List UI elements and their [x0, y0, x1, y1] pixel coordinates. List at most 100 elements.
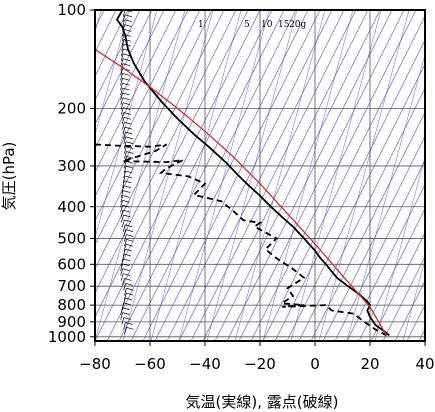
isotherm-line	[190, 10, 357, 341]
wind-barb-flag	[124, 219, 132, 223]
wind-barb	[120, 190, 131, 198]
wind-barb	[120, 53, 131, 61]
wind-barb-flag	[124, 126, 132, 130]
wind-barb	[123, 136, 133, 144]
wind-barb-shaft	[121, 48, 124, 57]
wind-barb	[122, 131, 133, 140]
wind-barb-flag	[122, 102, 131, 106]
isotherm-line	[95, 10, 129, 77]
wind-barb	[122, 126, 132, 135]
wind-barb-flag	[122, 77, 130, 81]
wind-barb-shaft	[122, 19, 126, 27]
y-tick-label: 800	[57, 296, 86, 314]
wind-barb-shaft	[120, 58, 124, 66]
wind-barb-flag	[123, 38, 131, 42]
wind-barb	[120, 195, 130, 203]
wind-barb-shaft	[120, 205, 123, 213]
dewpoint-line	[95, 143, 387, 337]
wind-barb-shaft	[120, 83, 123, 91]
wind-barb	[122, 180, 132, 188]
wind-barb-flag	[123, 107, 131, 110]
wind-barb-flag	[122, 312, 130, 315]
wind-barb-shaft	[120, 87, 123, 96]
wind-barb-shaft	[123, 244, 127, 252]
wind-barb-flag	[126, 292, 134, 296]
mixing-ratio-line	[262, 10, 354, 341]
wind-barb-shaft	[124, 288, 127, 296]
wind-barb	[122, 14, 133, 22]
wind-barb-flag	[124, 180, 132, 184]
wind-barb-shaft	[123, 166, 127, 174]
wind-barb-shaft	[122, 10, 126, 18]
wind-barb	[122, 19, 132, 27]
x-axis-ticks: −80 −60 −40 −20 0 20 40	[79, 341, 435, 373]
wind-barb-flag	[124, 175, 133, 179]
wind-barb-flag	[122, 63, 130, 66]
wind-barb-flag	[123, 258, 131, 262]
isotherm-line	[95, 10, 189, 198]
wind-barb	[120, 258, 131, 267]
wind-barb	[123, 229, 134, 237]
wind-barb-flag	[122, 204, 130, 208]
wind-barb-flag	[122, 87, 130, 91]
wind-barb-flag	[123, 317, 131, 320]
x-tick-label: −20	[244, 355, 276, 373]
wind-barb-flag	[124, 121, 132, 125]
wind-barb	[120, 77, 130, 86]
wind-barb-flag	[122, 200, 130, 203]
wind-barb-flag	[125, 224, 133, 228]
mixing-ratio-label: 20g	[289, 20, 306, 30]
wind-barb-flag	[123, 112, 131, 115]
x-tick-label: 0	[310, 355, 320, 373]
wind-barb-flag	[125, 322, 133, 325]
isotherm-line	[95, 10, 249, 318]
mixing-ratio-line	[95, 10, 102, 34]
wind-barb-flag	[124, 278, 132, 281]
wind-barb-flag	[125, 165, 134, 169]
x-tick-label: −80	[79, 355, 111, 373]
y-tick-label: 200	[57, 99, 86, 117]
wind-barb	[120, 102, 131, 110]
wind-barb-flag	[122, 263, 130, 267]
wind-barb-flag	[122, 307, 130, 311]
isotherm-line	[95, 10, 201, 222]
isotherm-line	[95, 10, 165, 150]
wind-barb-flag	[122, 82, 130, 86]
wind-barb	[120, 307, 130, 315]
wind-barb-shaft	[123, 136, 127, 144]
wind-barb	[122, 175, 133, 184]
wind-barb-flag	[124, 29, 132, 32]
wind-barb-shaft	[121, 39, 125, 47]
wind-barb-shaft	[121, 253, 125, 262]
mixing-ratio-line	[431, 10, 435, 341]
wind-barb-shaft	[122, 127, 126, 135]
wind-barb-flag	[126, 156, 134, 159]
wind-barb-shaft	[121, 44, 124, 52]
isotherm-line	[262, 15, 425, 341]
wind-barb-flag	[126, 151, 134, 154]
wind-barb-flag	[123, 117, 132, 120]
wind-barb-shaft	[123, 229, 127, 237]
wind-barb-flag	[122, 195, 130, 198]
wind-barb	[120, 92, 130, 101]
wind-barb	[121, 219, 132, 227]
y-tick-label: 400	[57, 198, 86, 216]
wind-barb-shaft	[120, 68, 124, 76]
wind-barb	[120, 263, 130, 271]
y-axis-title: 気圧(hPa)	[0, 142, 18, 211]
y-tick-label: 1000	[48, 328, 86, 346]
wind-barbs	[120, 10, 134, 335]
x-tick-label: −60	[134, 355, 166, 373]
wind-barb-shaft	[122, 224, 126, 232]
wind-barb	[120, 209, 130, 218]
wind-barb-flag	[122, 58, 131, 62]
wind-barb-shaft	[120, 78, 123, 86]
wind-barb-shaft	[122, 180, 125, 188]
temperature-line	[115, 10, 390, 337]
wind-barb	[124, 234, 134, 242]
x-tick-label: 20	[360, 355, 379, 373]
wind-barb	[121, 317, 131, 325]
wind-barb-flag	[124, 253, 132, 257]
wind-barb-flag	[125, 141, 134, 145]
